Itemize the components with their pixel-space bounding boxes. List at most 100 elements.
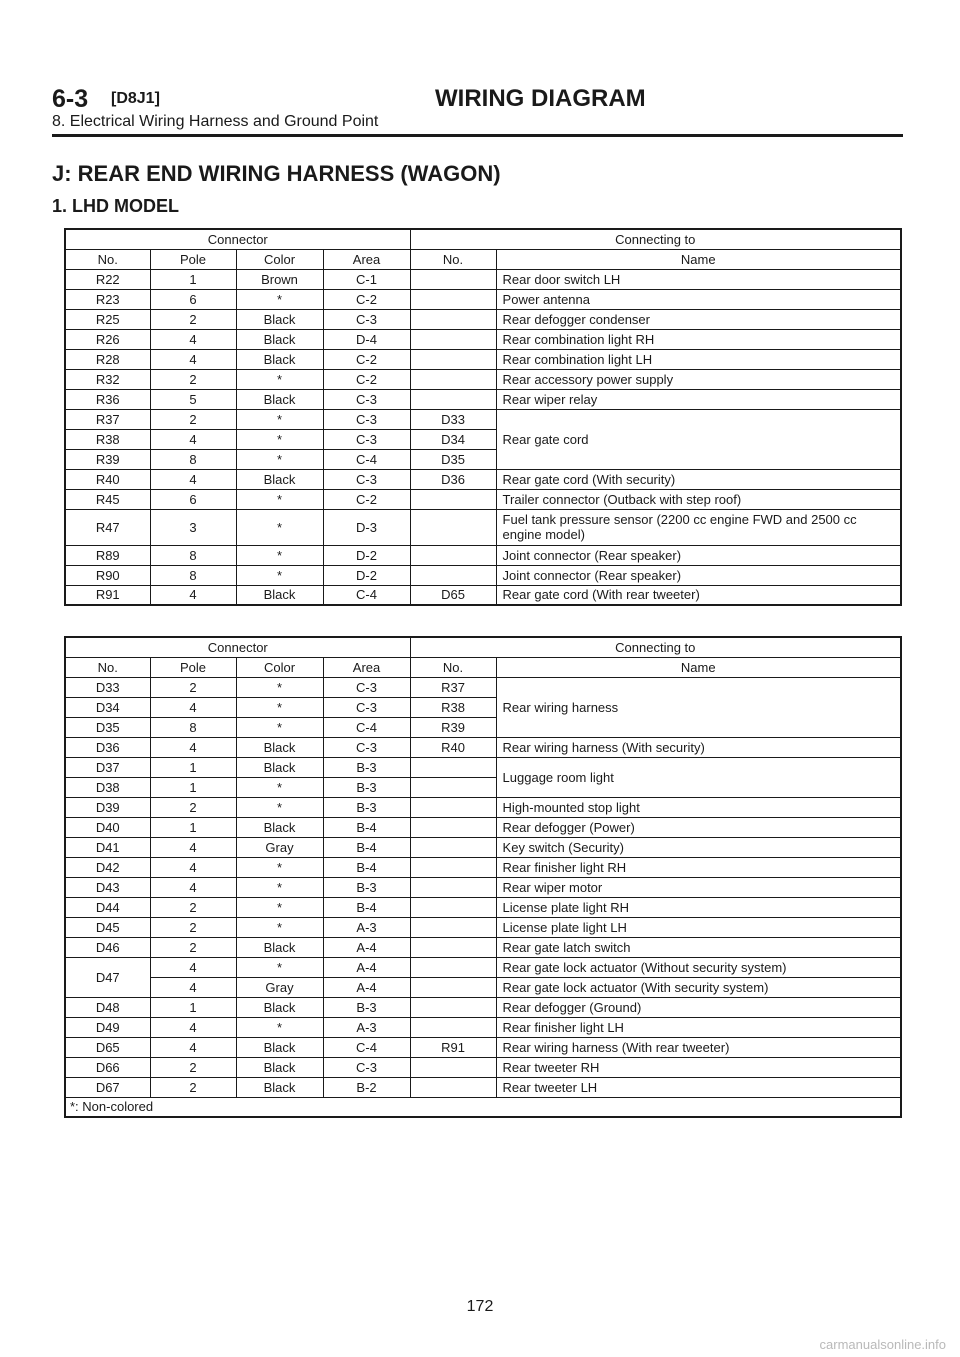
- cell-color: *: [235, 716, 324, 738]
- cell-area: C-1: [322, 268, 411, 290]
- table-row: D40 1 Black B-4 Rear defogger (Power): [64, 816, 902, 838]
- cell-area: C-4: [322, 448, 411, 470]
- cell-to-no: [409, 876, 497, 898]
- cell-name: Rear gate lock actuator (Without securit…: [495, 956, 902, 978]
- cell-to-no: D34: [409, 428, 497, 450]
- cell-color: *: [235, 448, 324, 470]
- cell-to-no: R91: [409, 1036, 497, 1058]
- cell-to-no: [409, 896, 497, 918]
- cell-to-no: [409, 544, 497, 566]
- cell-color: *: [235, 956, 324, 978]
- cell-color: *: [235, 1016, 324, 1038]
- cell-no: D37: [64, 756, 151, 778]
- cell-name: Rear tweeter RH: [495, 1056, 902, 1078]
- table-row: R90 8 * D-2 Joint connector (Rear speake…: [64, 564, 902, 586]
- table-row: R28 4 Black C-2 Rear combination light L…: [64, 348, 902, 370]
- table-row: R40 4 Black C-3 D36 Rear gate cord (With…: [64, 468, 902, 490]
- cell-name: Power antenna: [495, 288, 902, 310]
- cell-no: R45: [64, 488, 151, 510]
- model-subtitle: 1. LHD MODEL: [52, 196, 180, 216]
- table-row: 4 Gray A-4 Rear gate lock actuator (With…: [65, 976, 902, 998]
- cell-area: A-4: [322, 976, 411, 998]
- cell-area: B-4: [322, 856, 411, 878]
- cell-area: C-4: [322, 1036, 411, 1058]
- cell-pole: 2: [149, 936, 237, 958]
- table-footnote-row: *: Non-colored: [64, 1096, 902, 1118]
- cell-area: C-2: [322, 348, 411, 370]
- cell-pole: 4: [149, 1036, 237, 1058]
- cell-pole: 2: [149, 916, 237, 938]
- table-row: D43 4 * B-3 Rear wiper motor: [64, 876, 902, 898]
- cell-to-no: [409, 1056, 497, 1078]
- cell-name: Rear gate cord (With security): [495, 468, 902, 490]
- connector-table-d: Connector Connecting to No. Pole Color A…: [64, 636, 902, 1118]
- cell-color: *: [235, 508, 324, 546]
- cell-name: Rear wiring harness (With security): [495, 736, 902, 758]
- cell-no: D33: [64, 676, 151, 698]
- cell-to-no: R38: [409, 696, 497, 718]
- cell-pole: 1: [149, 816, 237, 838]
- cell-color: Black: [235, 584, 324, 606]
- table-column-header: No. Pole Color Area No. Name: [64, 248, 902, 270]
- table-row: R91 4 Black C-4 D65 Rear gate cord (With…: [64, 584, 902, 606]
- cell-to-no: [409, 368, 497, 390]
- cell-color: Black: [235, 388, 324, 410]
- cell-color: *: [235, 776, 324, 798]
- cell-color: *: [235, 368, 324, 390]
- table-row: D37 1 Black B-3 Luggage room light: [64, 756, 902, 798]
- table-row: D41 4 Gray B-4 Key switch (Security): [64, 836, 902, 858]
- cell-no: D43: [64, 876, 151, 898]
- cell-to-no: [409, 388, 497, 410]
- cell-area: A-4: [322, 956, 411, 978]
- cell-pole: 4: [149, 956, 237, 978]
- cell-area: D-2: [322, 564, 411, 586]
- cell-color: *: [235, 696, 324, 718]
- table-row: D47 4 * A-4 Rear gate lock actuator (Wit…: [64, 956, 902, 998]
- cell-to-no: [409, 756, 497, 778]
- cell-name: Rear wiper motor: [495, 876, 902, 898]
- cell-no: R37: [64, 408, 151, 430]
- cell-area: B-3: [322, 876, 411, 898]
- cell-area: D-3: [322, 508, 411, 546]
- cell-no: R40: [64, 468, 151, 490]
- cell-name: Key switch (Security): [495, 836, 902, 858]
- cell-pole: 4: [149, 876, 237, 898]
- cell-area: B-3: [322, 756, 411, 778]
- cell-color: *: [235, 796, 324, 818]
- cell-pole: 4: [149, 348, 237, 370]
- cell-to-no: [409, 288, 497, 310]
- group-header-connector: Connector: [64, 636, 411, 658]
- cell-pole: 1: [149, 268, 237, 290]
- cell-name: Rear wiring harness: [495, 676, 902, 738]
- cell-pole: 4: [149, 736, 237, 758]
- cell-color: *: [235, 408, 324, 430]
- cell-area: C-3: [322, 1056, 411, 1078]
- table-row: R37 2 * C-3 D33 Rear gate cord: [64, 408, 902, 470]
- cell-no: R90: [64, 564, 151, 586]
- cell-area: A-3: [322, 1016, 411, 1038]
- cell-color: Black: [235, 1036, 324, 1058]
- table-row: R25 2 Black C-3 Rear defogger condenser: [64, 308, 902, 330]
- cell-name: High-mounted stop light: [495, 796, 902, 818]
- cell-to-no: R37: [409, 676, 497, 698]
- cell-to-no: [409, 328, 497, 350]
- cell-pole: 1: [149, 756, 237, 778]
- cell-to-no: D33: [409, 408, 497, 430]
- cell-name: Rear gate cord (With rear tweeter): [495, 584, 902, 606]
- cell-color: Gray: [235, 836, 324, 858]
- cell-name: Rear wiring harness (With rear tweeter): [495, 1036, 902, 1058]
- cell-color: *: [235, 916, 324, 938]
- col-header-area: Area: [322, 248, 411, 270]
- col-header-color: Color: [235, 656, 324, 678]
- cell-no: D34: [64, 696, 151, 718]
- cell-area: C-3: [322, 388, 411, 410]
- cell-name: Rear defogger (Power): [495, 816, 902, 838]
- cell-color: Gray: [235, 976, 324, 998]
- cell-name: Joint connector (Rear speaker): [495, 544, 902, 566]
- cell-to-no: [409, 564, 497, 586]
- cell-no: R36: [64, 388, 151, 410]
- cell-pole: 2: [149, 796, 237, 818]
- cell-pole: 6: [149, 488, 237, 510]
- cell-no: D45: [64, 916, 151, 938]
- cell-pole: 4: [149, 856, 237, 878]
